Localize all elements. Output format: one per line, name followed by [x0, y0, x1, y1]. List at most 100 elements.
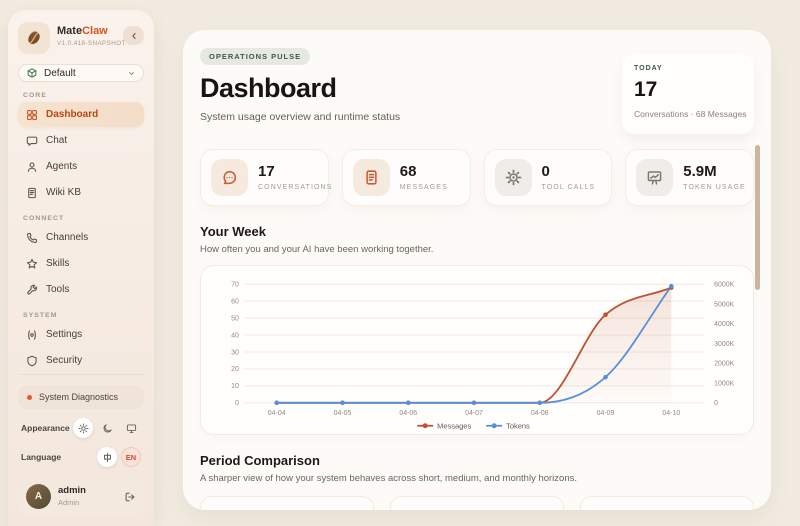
- svg-text:20: 20: [231, 366, 239, 373]
- stat-card-messages: 68 MESSAGES: [341, 149, 471, 206]
- svg-text:04-10: 04-10: [662, 410, 680, 417]
- sidebar-item-tools[interactable]: Tools: [18, 277, 144, 302]
- week-title: Your Week: [200, 224, 266, 239]
- period-subtitle: A sharper view of how your system behave…: [200, 473, 578, 484]
- workspace-select[interactable]: Default: [18, 64, 144, 82]
- star-icon: [26, 258, 38, 270]
- system-diagnostics[interactable]: System Diagnostics: [18, 385, 144, 409]
- language-label: Language: [21, 452, 62, 462]
- svg-text:1000K: 1000K: [714, 380, 735, 387]
- sidebar-item-label: Dashboard: [46, 109, 99, 120]
- sidebar-item-label: Agents: [46, 161, 78, 172]
- stat-label: TOOL CALLS: [541, 183, 596, 191]
- sidebar-nav: CORE Dashboard Chat Agents Wiki KB CONNECT Cha…: [18, 82, 144, 374]
- svg-text:04-08: 04-08: [531, 410, 549, 417]
- theme-system-button[interactable]: [121, 418, 141, 438]
- section-label: SYSTEM: [23, 312, 58, 319]
- sidebar-item-chat[interactable]: Chat: [18, 128, 144, 153]
- your-week-section: Your Week How often you and your AI have…: [200, 224, 754, 435]
- sidebar-item-channels[interactable]: Channels: [18, 225, 144, 250]
- svg-text:40: 40: [231, 332, 239, 339]
- page-title: Dashboard: [200, 73, 337, 103]
- sidebar-header: MateClaw V1.0.418-SNAPSHOT: [18, 22, 144, 54]
- sidebar-item-wiki-kb[interactable]: Wiki KB: [18, 180, 144, 205]
- period-title: Period Comparison: [200, 453, 320, 468]
- week-line-chart: 0 10 20 30 40 50 60 70 0 1000K 2000K 3000K 4000K 5000…: [231, 282, 735, 431]
- stat-text: 17 CONVERSATIONS: [258, 164, 332, 191]
- system-diagnostics-label: System Diagnostics: [39, 392, 119, 402]
- app-logo: [18, 22, 50, 54]
- grid-icon: [26, 109, 38, 121]
- chat-icon: [26, 135, 38, 147]
- svg-text:6000K: 6000K: [714, 282, 735, 289]
- period-card: [580, 496, 754, 510]
- svg-text:0: 0: [235, 400, 239, 407]
- workspace-selected-label: Default: [44, 67, 76, 79]
- today-detail: Conversations · 68 Messages: [634, 109, 747, 119]
- sidebar-item-agents[interactable]: Agents: [18, 154, 144, 179]
- stat-card-tool-calls: 0 TOOL CALLS: [483, 149, 613, 206]
- app-name-secondary: Claw: [82, 25, 108, 37]
- svg-text:30: 30: [231, 349, 239, 356]
- chat-bubble-icon: [211, 159, 248, 196]
- person-icon: [26, 161, 38, 173]
- stat-text: 68 MESSAGES: [400, 164, 448, 191]
- language-en-label: EN: [125, 452, 137, 462]
- today-label: TODAY: [634, 65, 663, 72]
- svg-text:04-07: 04-07: [465, 410, 483, 417]
- svg-text:10: 10: [231, 383, 239, 390]
- week-subtitle: How often you and your AI have been work…: [200, 244, 434, 255]
- svg-text:04-06: 04-06: [399, 410, 417, 417]
- sidebar-item-skills[interactable]: Skills: [18, 251, 144, 276]
- settings-icon: [26, 329, 38, 341]
- stat-label: CONVERSATIONS: [258, 183, 333, 191]
- sidebar-item-dashboard[interactable]: Dashboard: [18, 102, 144, 127]
- wrench-icon: [26, 284, 38, 296]
- logout-button[interactable]: [124, 491, 136, 503]
- stat-card-conversations: 17 CONVERSATIONS: [200, 149, 332, 206]
- sidebar-item-label: Settings: [46, 329, 83, 340]
- sidebar-footer: System Diagnostics Appearance Lan: [18, 374, 144, 516]
- scrollbar-thumb[interactable]: [755, 145, 760, 290]
- period-comparison-section: Period Comparison A sharper view of how …: [200, 453, 754, 510]
- phone-icon: [26, 232, 38, 244]
- period-card: [200, 496, 374, 510]
- page-subtitle: System usage overview and runtime status: [200, 111, 401, 123]
- language-zh-button[interactable]: [97, 447, 117, 467]
- language-row: Language EN: [18, 447, 144, 467]
- period-card: [390, 496, 564, 510]
- svg-text:04-04: 04-04: [268, 410, 286, 417]
- svg-text:50: 50: [231, 315, 239, 322]
- svg-text:Messages: Messages: [437, 421, 471, 430]
- app-version: V1.0.418-SNAPSHOT: [57, 40, 126, 48]
- app-name: MateClaw: [57, 25, 116, 37]
- section-label: CONNECT: [23, 215, 65, 222]
- shield-icon: [26, 355, 38, 367]
- language-en-button[interactable]: EN: [121, 447, 141, 467]
- stat-value: 17: [258, 163, 275, 181]
- today-value: 17: [634, 78, 658, 101]
- sun-icon: [77, 422, 89, 434]
- sidebar-item-label: Wiki KB: [46, 187, 81, 198]
- app-name-primary: Mate: [57, 25, 83, 37]
- section-label: CORE: [23, 92, 48, 99]
- status-dot-icon: [27, 394, 32, 400]
- svg-text:4000K: 4000K: [714, 321, 735, 328]
- svg-text:04-05: 04-05: [334, 410, 352, 417]
- stat-label: TOKEN USAGE: [683, 183, 746, 191]
- theme-dark-button[interactable]: [97, 418, 117, 438]
- sidebar-item-label: Chat: [46, 135, 68, 146]
- sidebar-item-settings[interactable]: Settings: [18, 322, 144, 347]
- chevron-left-icon: [131, 32, 136, 39]
- stat-card-token-usage: 5.9M TOKEN USAGE: [625, 149, 754, 206]
- package-icon: [27, 68, 37, 78]
- moon-icon: [103, 423, 112, 432]
- sidebar-item-security[interactable]: Security: [18, 348, 144, 373]
- stat-value: 68: [399, 163, 417, 181]
- sidebar-collapse-button[interactable]: [123, 26, 144, 45]
- user-card[interactable]: A admin Admin: [18, 477, 144, 516]
- stat-text: 5.9M TOKEN USAGE: [683, 164, 746, 191]
- theme-light-button[interactable]: [73, 418, 93, 438]
- svg-text:3000K: 3000K: [714, 341, 735, 348]
